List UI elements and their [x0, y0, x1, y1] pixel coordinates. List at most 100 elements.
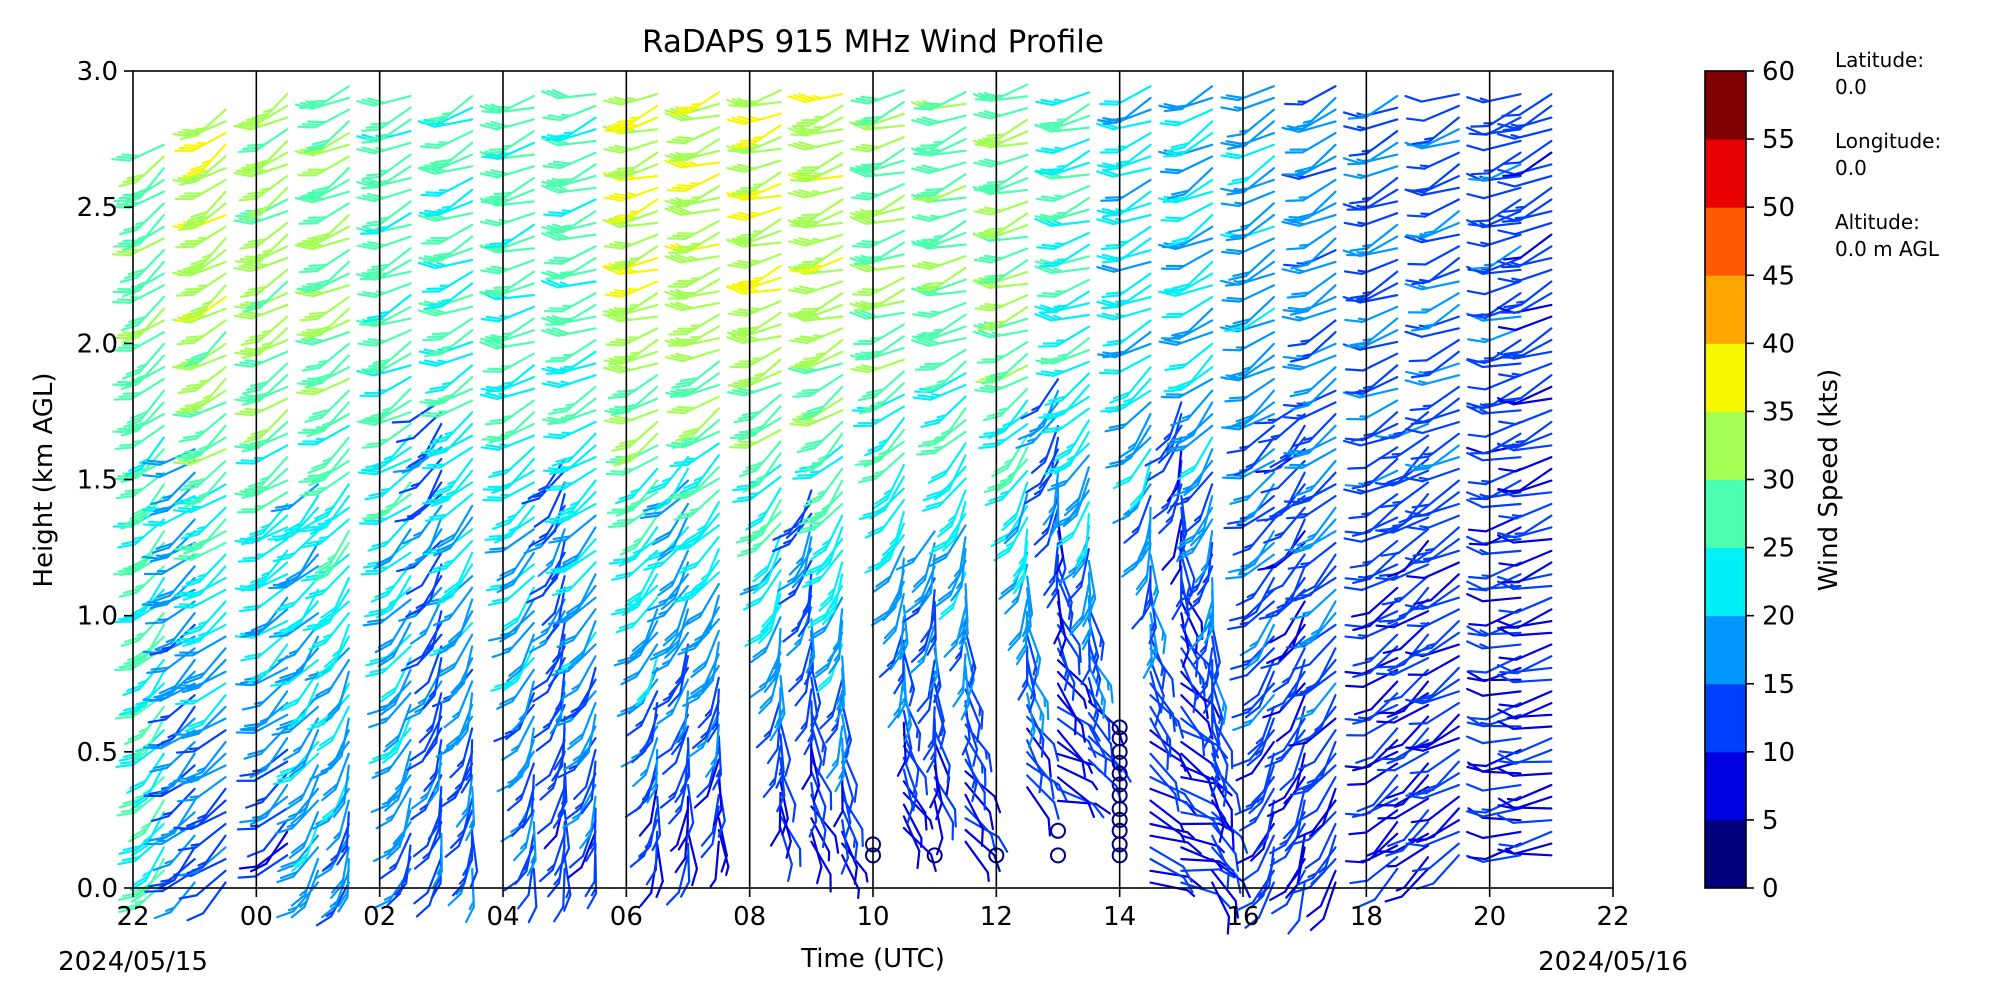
wind-barb — [360, 399, 412, 423]
wind-barb — [479, 118, 535, 131]
wind-barb — [616, 678, 659, 718]
wind-barb — [796, 502, 844, 535]
wind-barb — [1497, 175, 1553, 188]
wind-barb — [175, 272, 227, 297]
wind-barb — [769, 791, 782, 847]
wind-barb — [1102, 331, 1152, 359]
wind-barb — [413, 856, 443, 905]
wind-barb — [501, 715, 535, 761]
wind-barb — [1220, 143, 1275, 160]
wind-barb — [1003, 493, 1029, 545]
wind-barb — [483, 130, 535, 155]
wind-barb — [1404, 93, 1460, 103]
wind-barb — [1211, 776, 1234, 828]
wind-barb — [685, 783, 695, 840]
wind-barb — [1497, 221, 1553, 236]
wind-barb — [572, 666, 597, 718]
y-tick-label: 2.0 — [77, 329, 118, 359]
wind-barb — [920, 395, 967, 429]
wind-barb — [958, 582, 969, 639]
wind-barb — [1308, 787, 1337, 837]
wind-barb — [733, 358, 782, 389]
wind-barb — [1224, 377, 1275, 403]
wind-barb — [964, 676, 984, 730]
wind-barb — [1405, 467, 1460, 483]
wind-barb — [1169, 471, 1214, 508]
wind-barb — [1226, 424, 1275, 454]
wind-barb — [482, 352, 535, 373]
y-tick-label: 1.5 — [77, 466, 118, 496]
wind-barb — [1190, 495, 1214, 547]
wind-barb — [913, 91, 967, 111]
wind-barb — [424, 235, 474, 264]
wind-barb — [1147, 436, 1183, 481]
wind-barb — [1502, 233, 1553, 261]
colorbar-bin — [1705, 819, 1746, 889]
wind-barb — [1375, 610, 1430, 629]
wind-barb — [422, 317, 474, 342]
wind-barb — [603, 186, 659, 202]
wind-barb — [671, 360, 720, 389]
wind-barb — [1226, 600, 1275, 631]
wind-barb — [1149, 705, 1172, 758]
wind-barb — [360, 551, 412, 576]
wind-barb — [1056, 729, 1087, 778]
wind-barb — [775, 674, 786, 731]
wind-barb — [241, 327, 289, 360]
wind-barb — [377, 621, 412, 668]
wind-barb — [329, 717, 350, 770]
wind-barb — [690, 629, 720, 678]
wind-barb — [933, 799, 944, 856]
wind-barb — [915, 219, 967, 245]
wind-barb — [178, 155, 227, 186]
wind-barb — [638, 783, 659, 837]
wind-barb — [177, 822, 227, 852]
wind-barb — [1160, 377, 1214, 399]
wind-barb — [920, 588, 936, 643]
calm-marker — [1050, 822, 1066, 839]
wind-barb — [326, 799, 350, 851]
wind-barb — [1211, 799, 1235, 851]
wind-barb — [929, 635, 939, 692]
wind-barb — [1404, 280, 1460, 291]
wind-barb — [1202, 658, 1214, 714]
wind-barb — [304, 565, 350, 600]
wind-barb — [1410, 444, 1460, 472]
wind-barb — [147, 694, 196, 724]
wind-barb — [1278, 612, 1306, 662]
wind-barb — [762, 745, 782, 798]
wind-barb — [541, 575, 566, 626]
wind-barb — [1285, 495, 1337, 520]
wind-barb — [791, 104, 844, 128]
wind-barb — [1291, 424, 1337, 459]
wind-barb — [977, 118, 1029, 143]
wind-barb — [1281, 260, 1337, 275]
wind-barb — [974, 376, 1029, 394]
wind-barb — [1502, 420, 1553, 448]
wind-barb — [1274, 518, 1306, 566]
wind-barb — [437, 633, 474, 678]
wind-barb — [301, 342, 350, 372]
wind-barb — [174, 178, 227, 201]
wind-barb — [1410, 303, 1460, 332]
wind-barb — [1188, 600, 1214, 651]
wind-barb — [549, 668, 566, 723]
wind-barb — [1142, 623, 1153, 680]
wind-barb — [560, 678, 597, 722]
wind-barb — [1285, 178, 1337, 203]
wind-barb — [1180, 612, 1190, 668]
wind-barb — [1054, 431, 1090, 475]
wind-barb — [122, 213, 165, 252]
wind-barb — [290, 858, 320, 907]
wind-barb — [911, 255, 967, 270]
wind-barb — [1149, 752, 1181, 800]
wind-barb — [1307, 740, 1337, 790]
wind-barb — [446, 598, 474, 649]
wind-barb — [182, 190, 227, 227]
wind-barb — [1387, 809, 1430, 848]
wind-barb — [1466, 640, 1522, 650]
wind-barb — [810, 711, 827, 767]
wind-barb — [1202, 694, 1214, 750]
wind-barb — [841, 701, 853, 758]
wind-barb — [1287, 319, 1337, 348]
